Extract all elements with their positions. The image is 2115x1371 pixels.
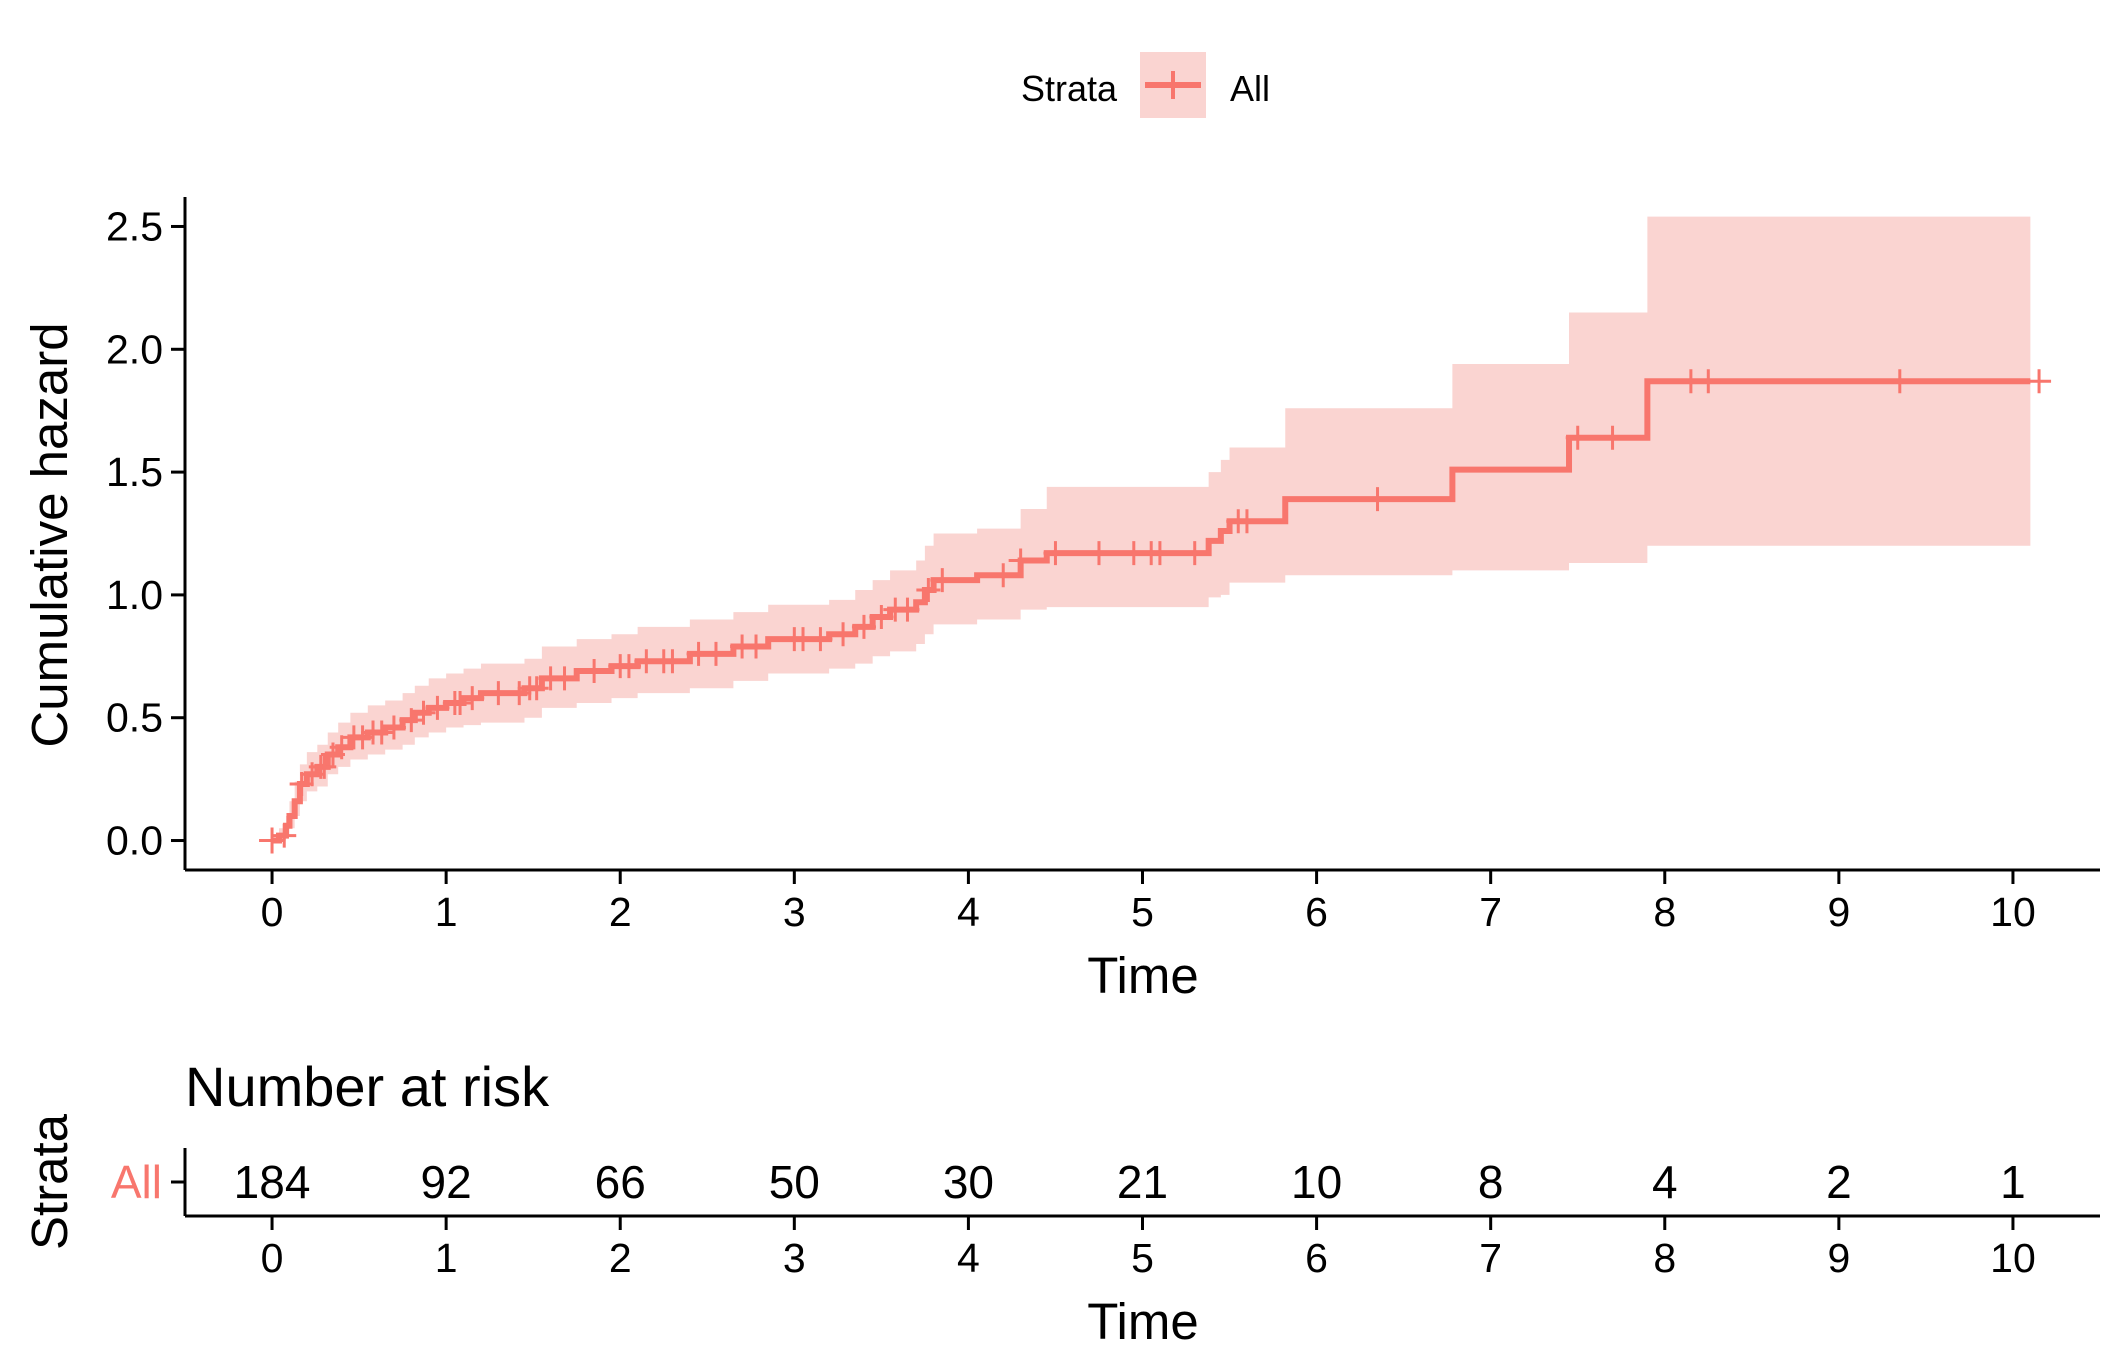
censor-mark xyxy=(991,563,1016,588)
risk-table-x-ticks: 0 1 2 3 4 5 6 7 8 9 10 xyxy=(261,1216,2036,1281)
censor-mark xyxy=(411,700,436,725)
risk-table-x-title: Time xyxy=(1087,1293,1198,1350)
x-tick-label: 7 xyxy=(1479,889,1502,935)
risk-x-tick-label: 6 xyxy=(1305,1235,1328,1281)
censor-mark xyxy=(703,641,728,666)
censor-marks xyxy=(259,369,2052,854)
y-tick-label: 0.5 xyxy=(106,695,163,741)
y-tick-label: 0.0 xyxy=(106,818,163,864)
censor-mark xyxy=(1234,509,1259,534)
censor-mark xyxy=(851,614,876,639)
x-tick-label: 2 xyxy=(609,889,632,935)
risk-table: Number at risk Strata All 184 92 66 50 30 21 1… xyxy=(21,1055,2100,1350)
risk-count: 92 xyxy=(421,1156,472,1208)
x-axis-title: Time xyxy=(1087,947,1198,1004)
y-tick-label: 1.0 xyxy=(106,572,163,618)
risk-x-tick-label: 8 xyxy=(1653,1235,1676,1281)
x-tick-label: 9 xyxy=(1827,889,1850,935)
censor-mark xyxy=(831,622,856,647)
x-tick-label: 8 xyxy=(1653,889,1676,935)
risk-x-tick-label: 0 xyxy=(261,1235,284,1281)
risk-x-tick-label: 2 xyxy=(609,1235,632,1281)
censor-mark xyxy=(399,708,424,733)
censor-mark xyxy=(895,597,920,622)
censor-mark xyxy=(1600,425,1625,450)
censor-mark xyxy=(1696,369,1721,394)
censor-mark xyxy=(1887,369,1912,394)
risk-x-tick-label: 9 xyxy=(1827,1235,1850,1281)
censor-mark xyxy=(425,695,450,720)
risk-table-strata-label: All xyxy=(111,1156,162,1208)
risk-x-tick-label: 3 xyxy=(783,1235,806,1281)
risk-count: 30 xyxy=(943,1156,994,1208)
risk-count: 1 xyxy=(2000,1156,2026,1208)
risk-x-tick-label: 1 xyxy=(435,1235,458,1281)
legend-entry-all: All xyxy=(1230,68,1270,109)
x-tick-label: 4 xyxy=(957,889,980,935)
y-tick-label: 1.5 xyxy=(106,449,163,495)
x-tick-label: 5 xyxy=(1131,889,1154,935)
risk-counts: 184 92 66 50 30 21 10 8 4 2 1 xyxy=(234,1156,2026,1208)
risk-count: 66 xyxy=(595,1156,646,1208)
censor-mark xyxy=(616,654,641,679)
censor-mark xyxy=(507,681,532,706)
censor-mark xyxy=(552,666,577,691)
y-tick-label: 2.0 xyxy=(106,326,163,372)
censor-mark xyxy=(350,725,375,750)
risk-count: 4 xyxy=(1652,1156,1678,1208)
y-axis-title: Cumulative hazard xyxy=(21,322,78,747)
risk-table-title: Number at risk xyxy=(185,1055,550,1118)
risk-count: 8 xyxy=(1478,1156,1504,1208)
censor-mark xyxy=(1043,541,1068,566)
censor-mark xyxy=(916,577,941,602)
x-tick-label: 1 xyxy=(435,889,458,935)
risk-count: 50 xyxy=(769,1156,820,1208)
x-tick-label: 0 xyxy=(261,889,284,935)
x-tick-label: 10 xyxy=(1990,889,2036,935)
censor-mark xyxy=(289,772,314,797)
censor-mark xyxy=(744,634,769,659)
censor-mark xyxy=(2027,369,2052,394)
censor-mark xyxy=(1008,548,1033,573)
confidence-ribbon xyxy=(272,216,2031,841)
censor-mark xyxy=(1565,425,1590,450)
censor-mark xyxy=(1182,541,1207,566)
y-tick-label: 2.5 xyxy=(106,203,163,249)
risk-count: 2 xyxy=(1826,1156,1852,1208)
risk-table-y-title: Strata xyxy=(21,1113,78,1250)
censor-mark xyxy=(369,720,394,745)
legend: Strata All xyxy=(1021,52,1270,118)
risk-x-tick-label: 7 xyxy=(1479,1235,1502,1281)
censor-mark xyxy=(660,649,685,674)
censor-mark xyxy=(869,605,894,630)
risk-x-tick-label: 4 xyxy=(957,1235,980,1281)
legend-title: Strata xyxy=(1021,68,1118,109)
x-axis-ticks: 0 1 2 3 4 5 6 7 8 9 10 xyxy=(261,870,2036,935)
y-axis-ticks: 0.0 0.5 1.0 1.5 2.0 2.5 xyxy=(106,203,185,864)
censor-mark xyxy=(486,681,511,706)
censor-mark xyxy=(808,627,833,652)
censor-mark xyxy=(1086,541,1111,566)
x-tick-label: 6 xyxy=(1305,889,1328,935)
censor-mark xyxy=(272,823,297,848)
hazard-plot: 0.0 0.5 1.0 1.5 2.0 2.5 0 1 2 3 4 5 6 7 8 9 10 Time Cum… xyxy=(21,197,2100,1004)
censor-mark xyxy=(312,754,337,779)
censor-mark xyxy=(524,676,549,701)
x-tick-label: 3 xyxy=(783,889,806,935)
censor-mark xyxy=(460,686,485,711)
censor-mark xyxy=(329,735,354,760)
risk-count: 10 xyxy=(1291,1156,1342,1208)
risk-count: 21 xyxy=(1117,1156,1168,1208)
risk-x-tick-label: 5 xyxy=(1131,1235,1154,1281)
censor-mark xyxy=(930,568,955,593)
censor-mark xyxy=(582,659,607,684)
risk-count: 184 xyxy=(234,1156,311,1208)
censor-mark xyxy=(1147,541,1172,566)
censor-mark xyxy=(259,827,286,854)
censor-mark xyxy=(1365,487,1390,512)
censor-mark xyxy=(448,690,473,715)
censor-mark xyxy=(381,715,406,740)
risk-x-tick-label: 10 xyxy=(1990,1235,2036,1281)
